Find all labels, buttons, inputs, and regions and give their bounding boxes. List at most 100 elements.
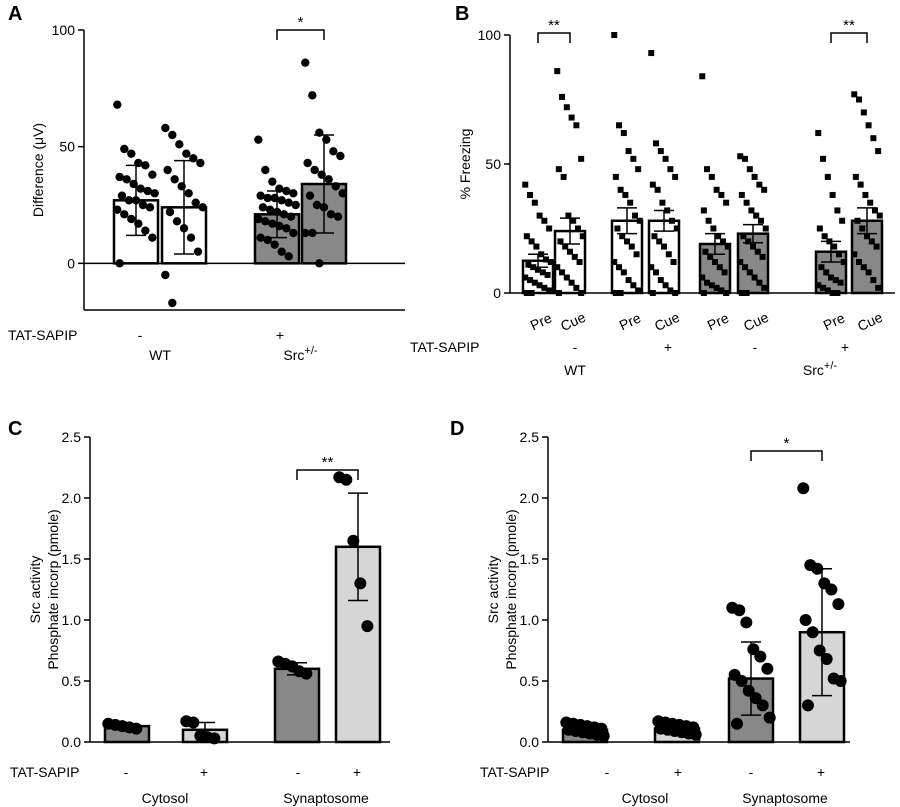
row-label: TAT-SAPIP xyxy=(8,327,78,343)
data-point xyxy=(617,186,624,193)
data-point xyxy=(275,221,284,231)
group-superscript: +/- xyxy=(304,345,317,357)
data-point xyxy=(620,269,627,276)
data-point xyxy=(667,166,674,173)
data-point xyxy=(541,217,548,224)
data-point xyxy=(554,68,561,75)
data-point xyxy=(859,225,866,232)
data-point xyxy=(141,226,150,235)
panel-a: A 0 50 100 Difference (μV) TAT-SAPIP - + WT Src+/… xyxy=(8,3,405,363)
data-point xyxy=(816,225,823,232)
data-point xyxy=(852,173,859,180)
data-point xyxy=(308,228,317,238)
data-point xyxy=(668,217,675,224)
significance-bracket xyxy=(276,29,325,40)
data-point xyxy=(723,199,730,206)
data-point xyxy=(635,166,642,173)
treatment-label: - xyxy=(749,764,754,780)
data-point xyxy=(857,181,864,188)
data-point xyxy=(735,675,748,687)
data-point xyxy=(315,259,324,268)
bar-label: Cue xyxy=(652,309,682,334)
data-point xyxy=(361,620,374,633)
y-tick-label: 0 xyxy=(67,255,75,271)
data-point xyxy=(665,251,672,258)
data-point xyxy=(834,290,841,296)
data-point xyxy=(628,243,635,250)
data-point xyxy=(820,284,827,291)
data-point xyxy=(851,251,858,258)
data-point xyxy=(184,189,193,198)
data-point xyxy=(617,290,624,296)
data-point xyxy=(742,155,749,162)
data-point xyxy=(312,200,322,210)
data-point xyxy=(300,667,313,680)
data-point xyxy=(559,93,566,100)
data-point xyxy=(560,173,567,180)
data-point xyxy=(839,217,846,224)
data-point xyxy=(860,264,867,271)
data-point xyxy=(871,207,878,214)
data-point xyxy=(733,604,746,617)
data-point xyxy=(742,264,749,271)
data-point xyxy=(536,282,543,289)
data-point xyxy=(254,135,263,144)
data-point xyxy=(568,279,575,286)
data-point xyxy=(557,238,564,245)
data-point xyxy=(611,259,618,266)
data-point xyxy=(340,473,353,486)
data-point xyxy=(627,199,634,206)
data-point xyxy=(338,189,347,198)
data-point xyxy=(528,238,535,245)
data-point xyxy=(756,699,769,712)
y-tick-label: 1.5 xyxy=(62,551,82,567)
data-point xyxy=(175,140,184,149)
data-point xyxy=(612,173,619,180)
data-point xyxy=(721,269,728,276)
data-point xyxy=(611,32,618,38)
data-point xyxy=(876,212,883,219)
data-point xyxy=(654,186,661,193)
data-point xyxy=(567,248,573,255)
group-name: Src xyxy=(803,362,824,378)
group-label: Cytosol xyxy=(622,790,669,806)
treatment-label: - xyxy=(296,764,301,780)
data-point xyxy=(636,217,643,224)
data-point xyxy=(670,259,677,266)
significance-bracket xyxy=(750,450,823,461)
data-point xyxy=(713,284,720,291)
bar xyxy=(273,667,321,744)
data-point xyxy=(168,130,177,140)
data-point xyxy=(815,282,822,289)
data-point xyxy=(305,191,315,200)
data-point xyxy=(148,233,157,242)
data-point xyxy=(270,193,279,203)
data-point xyxy=(825,583,838,596)
data-point xyxy=(284,198,293,207)
data-point xyxy=(563,274,570,281)
row-label: TAT-SAPIP xyxy=(480,764,550,780)
data-point xyxy=(865,269,872,276)
data-point xyxy=(837,279,844,286)
data-point xyxy=(740,233,747,240)
data-point xyxy=(737,259,744,266)
group-label: Synaptosome xyxy=(283,790,369,806)
y-tick-label: 0.5 xyxy=(62,673,82,689)
data-point xyxy=(282,186,291,196)
data-point xyxy=(256,233,265,242)
data-point xyxy=(193,247,203,256)
data-point xyxy=(657,277,664,284)
data-point xyxy=(754,248,761,255)
data-point xyxy=(187,716,200,729)
data-point xyxy=(616,122,623,129)
data-point xyxy=(536,212,543,219)
data-point xyxy=(576,259,583,266)
data-point xyxy=(630,282,637,289)
data-point xyxy=(856,96,863,103)
data-point xyxy=(715,233,722,240)
data-point xyxy=(279,210,289,219)
data-point xyxy=(539,269,546,276)
data-point xyxy=(531,199,538,206)
y-tick-label: 0 xyxy=(493,285,501,301)
